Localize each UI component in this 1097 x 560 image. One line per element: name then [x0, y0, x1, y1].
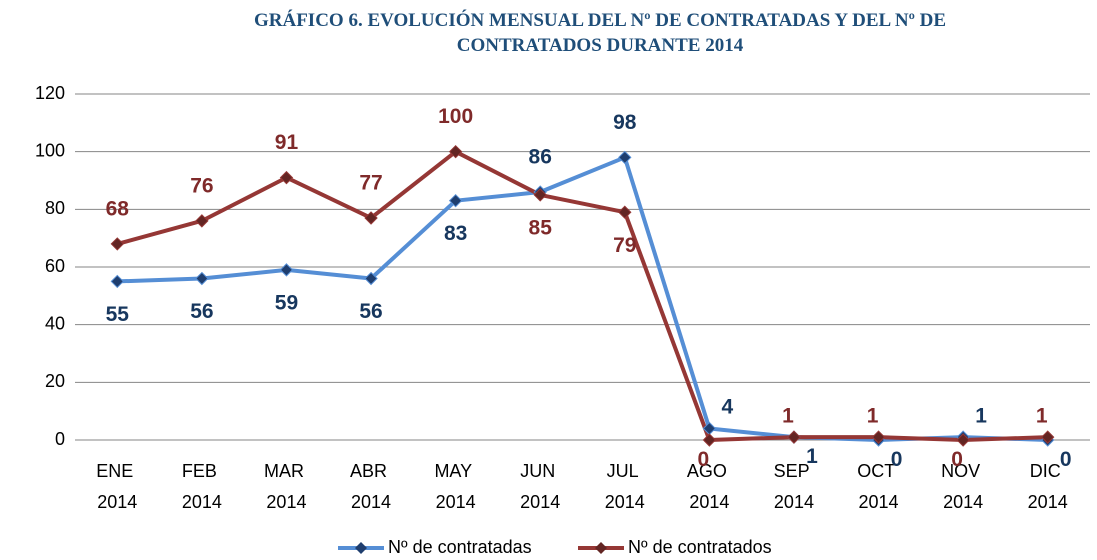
data-label: 1 — [806, 445, 818, 468]
legend-label: Nº de contratados — [628, 537, 772, 557]
y-tick-label: 20 — [45, 371, 65, 391]
x-tick-label: JUN 2014 — [520, 461, 560, 512]
x-tick-label: SEP 2014 — [774, 461, 815, 512]
data-label: 4 — [722, 396, 734, 419]
x-tick-label: JUL 2014 — [605, 461, 645, 512]
marker — [364, 271, 378, 286]
data-label: 0 — [1060, 448, 1072, 471]
marker — [364, 211, 378, 225]
marker — [110, 274, 124, 289]
data-label: 56 — [190, 300, 213, 323]
data-label: 55 — [106, 303, 130, 326]
marker — [110, 237, 124, 251]
x-tick-label: ENE 2014 — [96, 461, 138, 512]
data-label: 100 — [438, 105, 473, 128]
marker — [279, 170, 294, 185]
data-label: 76 — [190, 174, 213, 197]
data-label: 1 — [1036, 404, 1048, 427]
data-label: 1 — [782, 404, 794, 427]
legend-marker — [595, 542, 607, 554]
data-label: 85 — [529, 216, 553, 239]
data-label: 0 — [891, 448, 903, 471]
marker — [956, 433, 970, 447]
y-tick-label: 80 — [45, 198, 65, 218]
data-label: 68 — [106, 197, 130, 220]
data-label: 77 — [359, 172, 382, 195]
marker — [1041, 430, 1055, 444]
x-tick-label: MAY 2014 — [434, 461, 476, 512]
marker — [871, 430, 886, 444]
data-label: 91 — [275, 131, 299, 154]
x-tick-label: FEB 2014 — [182, 461, 222, 512]
data-label: 56 — [359, 300, 382, 323]
marker — [787, 430, 801, 444]
marker — [448, 144, 463, 159]
series-line — [117, 155, 1048, 442]
data-label: 1 — [867, 404, 879, 427]
data-label: 1 — [975, 404, 987, 427]
x-tick-label: AGO 2014 — [687, 461, 732, 512]
legend-label: Nº de contratadas — [388, 537, 532, 557]
y-tick-label: 60 — [45, 256, 65, 276]
data-label: 59 — [275, 291, 298, 314]
legend-marker — [355, 542, 367, 554]
marker — [618, 150, 632, 165]
data-label: 83 — [444, 222, 467, 245]
y-tick-label: 100 — [35, 140, 65, 160]
x-tick-label: DIC 2014 — [1028, 461, 1068, 512]
data-label: 79 — [613, 234, 636, 257]
x-tick-label: MAR 2014 — [264, 461, 309, 512]
data-label: 98 — [613, 111, 637, 134]
data-label: 0 — [698, 448, 710, 471]
marker — [195, 214, 209, 228]
y-tick-label: 120 — [35, 83, 65, 103]
marker — [279, 263, 294, 277]
data-label: 0 — [951, 448, 963, 471]
marker — [195, 271, 209, 286]
x-tick-label: NOV 2014 — [941, 461, 985, 512]
x-tick-label: OCT 2014 — [857, 461, 900, 512]
marker — [533, 188, 547, 202]
series-line — [116, 149, 1048, 442]
data-label: 86 — [529, 146, 552, 169]
marker — [702, 433, 717, 447]
y-tick-label: 40 — [45, 313, 65, 333]
x-tick-label: ABR 2014 — [350, 461, 392, 512]
marker — [618, 205, 632, 219]
marker — [448, 193, 463, 208]
y-tick-label: 0 — [55, 429, 65, 449]
chart-title: GRÁFICO 6. EVOLUCIÓN MENSUAL DEL Nº DE C… — [253, 10, 947, 56]
